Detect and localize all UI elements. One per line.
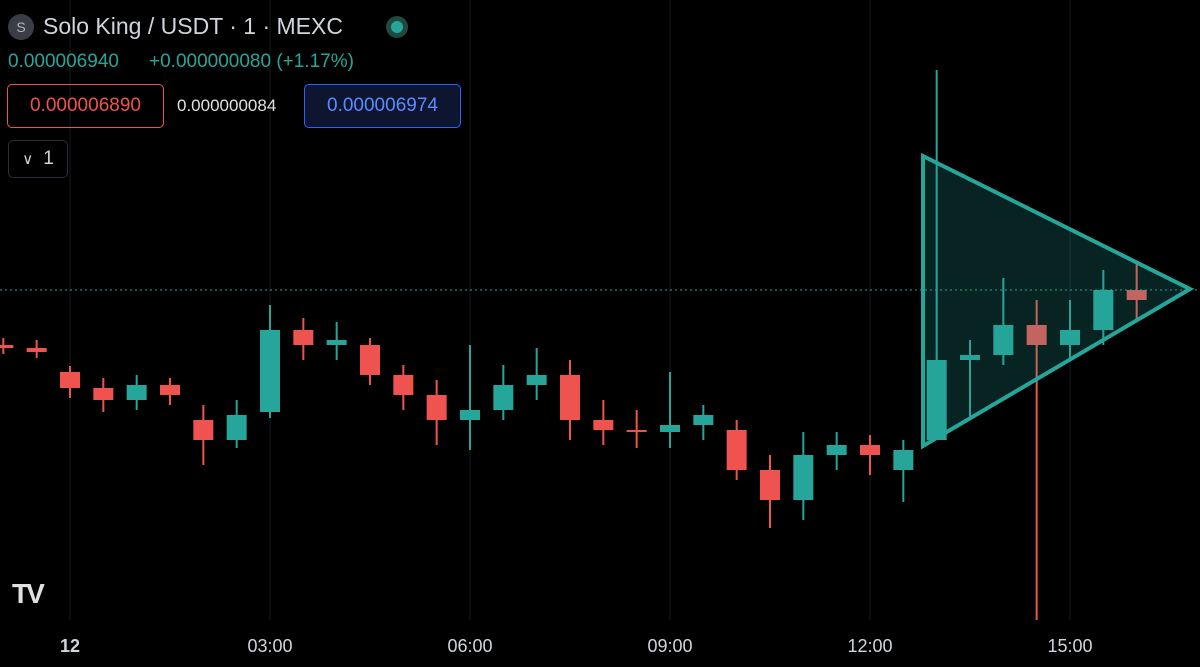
candle-body (1093, 290, 1114, 330)
symbol-logo: S (8, 14, 34, 40)
candle-body (1060, 330, 1080, 345)
x-tick-label: 12:00 (847, 636, 892, 656)
candle-body (693, 415, 714, 425)
candle-body (660, 425, 680, 432)
candle-body (626, 430, 647, 432)
status-dot (391, 21, 403, 33)
candle-body (560, 375, 580, 420)
candle-body (1026, 325, 1047, 345)
tradingview-logo[interactable]: TV (12, 578, 45, 609)
candle-body (226, 415, 247, 440)
candles (0, 70, 1147, 620)
candle-body (526, 375, 547, 385)
candle-body (493, 385, 514, 410)
x-tick-label: 06:00 (447, 636, 492, 656)
symbol-title[interactable]: Solo King / USDT · 1 · MEXC (43, 13, 343, 39)
candle-body (960, 355, 980, 360)
candle-body (293, 330, 314, 345)
triangle-drawing[interactable] (921, 152, 1195, 450)
candle-body (426, 395, 447, 420)
candle-body (593, 420, 614, 430)
candle-body (326, 340, 347, 345)
candle-body (60, 372, 80, 388)
buy-button[interactable]: 0.000006974 (304, 84, 461, 128)
candle-body (893, 450, 914, 470)
candle-body (0, 345, 14, 348)
collapse-button[interactable]: ∨ 1 (8, 140, 68, 178)
status-badge (386, 16, 408, 38)
candle-body (126, 385, 147, 400)
x-tick-label: 09:00 (647, 636, 692, 656)
x-tick-label: 12 (60, 636, 80, 656)
candle-body (193, 420, 214, 440)
candle-body (1126, 290, 1147, 300)
x-tick-label: 15:00 (1047, 636, 1092, 656)
candle-body (793, 455, 814, 500)
candle-body (26, 348, 47, 352)
candle-body (860, 445, 880, 455)
candle-body (726, 430, 747, 470)
candle-body (393, 375, 414, 395)
candle-body (93, 388, 114, 400)
candle-body (160, 385, 180, 395)
x-tick-label: 03:00 (247, 636, 292, 656)
candle-body (760, 470, 780, 500)
collapse-count: 1 (43, 148, 54, 169)
spread: 0.000000084 (177, 96, 277, 115)
candle-body (360, 345, 380, 375)
candle-body (993, 325, 1014, 355)
candle-body (926, 360, 947, 440)
candle-body (460, 410, 480, 420)
last-price: 0.000006940 (8, 51, 119, 72)
price-change: +0.000000080 (+1.17%) (149, 51, 354, 72)
sell-button[interactable]: 0.000006890 (7, 84, 164, 128)
chevron-icon: ∨ (22, 151, 34, 168)
candle-body (260, 330, 280, 412)
candle-body (826, 445, 847, 455)
